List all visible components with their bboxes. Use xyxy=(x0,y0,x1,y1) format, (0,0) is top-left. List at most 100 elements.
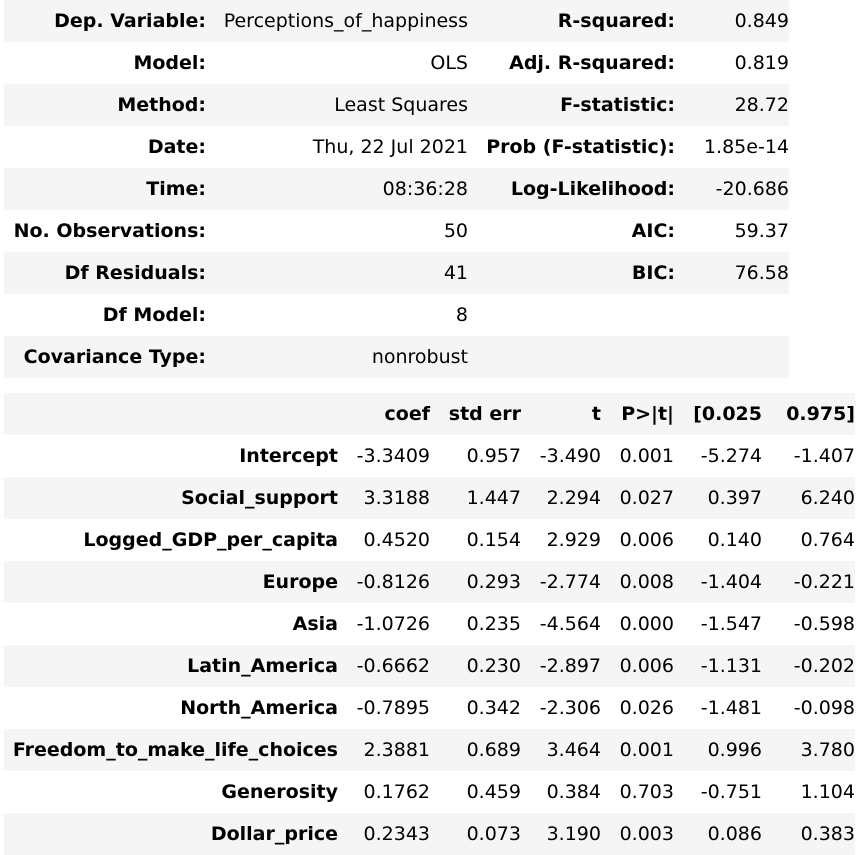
coefficient-cell: -1.404 xyxy=(700,571,762,593)
summary-value: nonrobust xyxy=(371,346,468,368)
coefficient-row: Europe -0.8126 0.293 -2.774 0.008 -1.404 -0.22… xyxy=(4,561,855,603)
summary-value: 1.85e-14 xyxy=(703,136,789,158)
coefficient-cell: 0.2343 xyxy=(363,823,430,845)
coefficient-row: Social_support 3.3188 1.447 2.294 0.027 0.397… xyxy=(4,477,855,519)
summary-row: Df Model: 8 xyxy=(4,294,789,336)
summary-label: Prob (F-statistic): xyxy=(486,136,675,158)
coefficient-cell: 0.996 xyxy=(707,739,762,761)
summary-label: Model: xyxy=(133,52,206,74)
column-header: [0.025 xyxy=(693,403,762,425)
column-header: P>|t| xyxy=(621,403,674,425)
variable-name: Generosity xyxy=(221,781,338,803)
summary-value xyxy=(675,336,789,378)
coefficient-cell: -0.202 xyxy=(793,655,855,677)
coefficient-cell: -0.6662 xyxy=(356,655,430,677)
header-blank xyxy=(4,393,338,435)
summary-row: Df Residuals: 41 BIC: 76.58 xyxy=(4,252,789,294)
coefficient-row: Dollar_price 0.2343 0.073 3.190 0.003 0.086 0.… xyxy=(4,813,855,855)
coefficient-cell: -0.098 xyxy=(793,697,855,719)
variable-name: Intercept xyxy=(239,445,338,467)
coefficient-cell: -5.274 xyxy=(700,445,762,467)
variable-name: Logged_GDP_per_capita xyxy=(83,529,338,551)
variable-name: Latin_America xyxy=(187,655,338,677)
coefficient-row: North_America -0.7895 0.342 -2.306 0.026 -1.4… xyxy=(4,687,855,729)
summary-value: Least Squares xyxy=(334,94,468,116)
summary-value: Thu, 22 Jul 2021 xyxy=(312,136,468,158)
summary-row: No. Observations: 50 AIC: 59.37 xyxy=(4,210,789,252)
coefficient-cell: 0.086 xyxy=(707,823,762,845)
summary-label xyxy=(468,294,675,336)
summary-row: Model: OLS Adj. R-squared: 0.819 xyxy=(4,42,789,84)
coefficient-cell: 0.383 xyxy=(800,823,855,845)
coefficient-cell: -1.0726 xyxy=(356,613,430,635)
summary-label: Method: xyxy=(117,94,206,116)
coefficient-cell: 3.464 xyxy=(546,739,601,761)
coefficient-cell: 0.703 xyxy=(619,781,674,803)
coefficient-cell: -4.564 xyxy=(539,613,601,635)
coefficient-cell: -0.221 xyxy=(793,571,855,593)
coefficient-cell: 2.294 xyxy=(546,487,601,509)
summary-label: Df Residuals: xyxy=(64,262,206,284)
summary-value: -20.686 xyxy=(715,178,789,200)
coefficients-header: coef std err t P>|t| [0.025 0.975] xyxy=(4,393,855,435)
coefficients-body: Intercept -3.3409 0.957 -3.490 0.001 -5.274 -1… xyxy=(4,435,855,855)
variable-name: Social_support xyxy=(181,487,338,509)
coefficient-cell: -0.7895 xyxy=(356,697,430,719)
coefficient-cell: -1.131 xyxy=(700,655,762,677)
summary-label: Adj. R-squared: xyxy=(509,52,675,74)
summary-value: 8 xyxy=(455,304,468,326)
summary-label: Time: xyxy=(146,178,206,200)
coefficient-cell: 0.154 xyxy=(466,529,521,551)
column-header: t xyxy=(591,403,601,425)
summary-row: Time: 08:36:28 Log-Likelihood: -20.686 xyxy=(4,168,789,210)
coefficient-cell: -1.481 xyxy=(700,697,762,719)
coefficient-cell: 0.764 xyxy=(800,529,855,551)
variable-name: Europe xyxy=(262,571,338,593)
coefficient-cell: -2.306 xyxy=(539,697,601,719)
coefficient-row: Asia -1.0726 0.235 -4.564 0.000 -1.547 -0.598 xyxy=(4,603,855,645)
variable-name: Dollar_price xyxy=(210,823,338,845)
coefficient-row: Freedom_to_make_life_choices 2.3881 0.689 3… xyxy=(4,729,855,771)
summary-label xyxy=(468,336,675,378)
summary-value xyxy=(675,294,789,336)
coefficient-cell: 1.447 xyxy=(466,487,521,509)
coefficient-cell: 0.026 xyxy=(619,697,674,719)
header-row: coef std err t P>|t| [0.025 0.975] xyxy=(4,393,855,435)
coefficient-cell: 0.140 xyxy=(707,529,762,551)
variable-name: Freedom_to_make_life_choices xyxy=(12,739,338,761)
coefficient-cell: 0.957 xyxy=(466,445,521,467)
coefficient-cell: 0.1762 xyxy=(363,781,430,803)
coefficient-cell: 0.230 xyxy=(466,655,521,677)
summary-value: 76.58 xyxy=(734,262,789,284)
coefficient-cell: 0.384 xyxy=(546,781,601,803)
summary-label: No. Observations: xyxy=(13,220,206,242)
summary-label: Dep. Variable: xyxy=(54,10,206,32)
coefficient-cell: 0.073 xyxy=(466,823,521,845)
coefficient-cell: -0.598 xyxy=(793,613,855,635)
summary-row: Dep. Variable: Perceptions_of_happiness R-… xyxy=(4,0,789,42)
coefficient-cell: 0.235 xyxy=(466,613,521,635)
summary-label: BIC: xyxy=(631,262,675,284)
coefficient-cell: 0.459 xyxy=(466,781,521,803)
summary-label: AIC: xyxy=(631,220,675,242)
coefficient-cell: 0.008 xyxy=(619,571,674,593)
coefficient-cell: 2.929 xyxy=(546,529,601,551)
coefficient-cell: 0.006 xyxy=(619,655,674,677)
coefficient-row: Generosity 0.1762 0.459 0.384 0.703 -0.751 1.1… xyxy=(4,771,855,813)
summary-body: Dep. Variable: Perceptions_of_happiness R-… xyxy=(4,0,789,378)
variable-name: Asia xyxy=(292,613,338,635)
summary-label: Date: xyxy=(147,136,206,158)
coefficient-row: Intercept -3.3409 0.957 -3.490 0.001 -5.274 -1… xyxy=(4,435,855,477)
coefficient-row: Logged_GDP_per_capita 0.4520 0.154 2.929 0.0… xyxy=(4,519,855,561)
coefficient-cell: -1.407 xyxy=(793,445,855,467)
regression-summary-table: Dep. Variable: Perceptions_of_happiness R-… xyxy=(4,0,789,378)
summary-value: 41 xyxy=(443,262,468,284)
coefficient-cell: 0.001 xyxy=(619,739,674,761)
summary-label: R-squared: xyxy=(557,10,675,32)
coefficient-cell: 0.4520 xyxy=(363,529,430,551)
coefficient-cell: 3.3188 xyxy=(363,487,430,509)
coefficient-cell: 0.001 xyxy=(619,445,674,467)
coefficient-cell: 0.006 xyxy=(619,529,674,551)
summary-label: F-statistic: xyxy=(560,94,675,116)
summary-row: Covariance Type: nonrobust xyxy=(4,336,789,378)
